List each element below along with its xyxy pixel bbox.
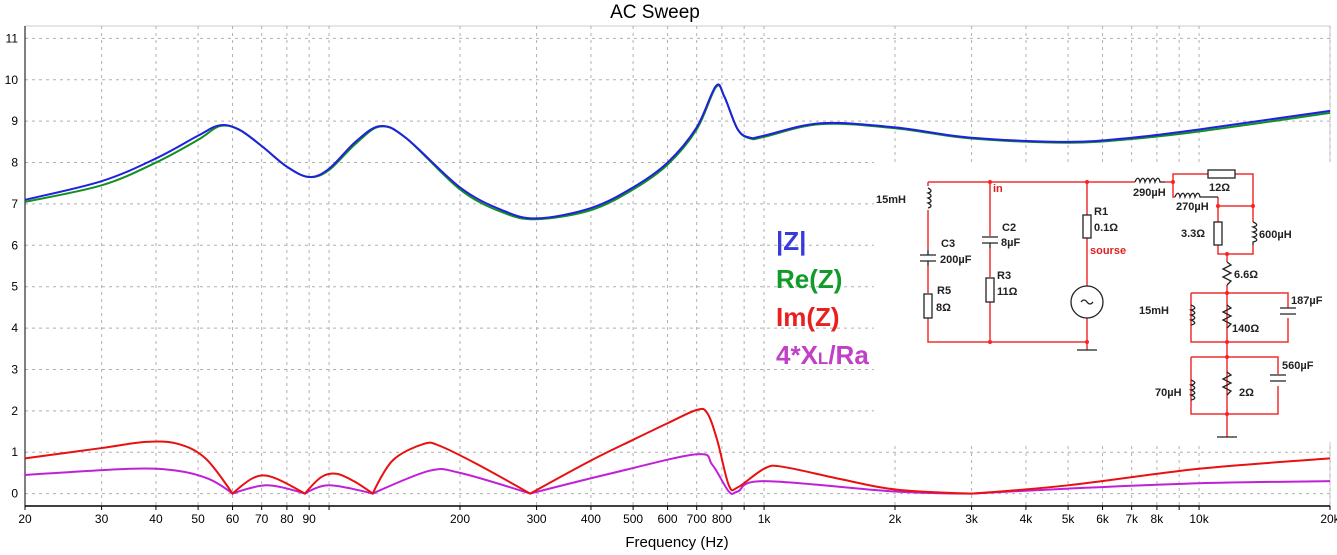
label-r12: 12Ω	[1209, 182, 1230, 194]
y-tick-label: 7	[11, 197, 18, 211]
y-tick-label: 9	[11, 114, 18, 128]
x-axis-label: Frequency (Hz)	[625, 534, 728, 550]
x-tick-label: 400	[581, 512, 601, 526]
legend-item-imz: Im(Z)	[776, 302, 840, 332]
legend-item-rez: Re(Z)	[776, 264, 842, 294]
x-tick-label: 50	[191, 512, 205, 526]
x-tick-label: 20	[18, 512, 32, 526]
y-tick-label: 8	[11, 156, 18, 170]
circuit-schematic: 15mH C3 200µF R5 8Ω in C2 8µF R3 11Ω R1 …	[874, 162, 1337, 442]
x-tick-label: 60	[226, 512, 240, 526]
x-tick-label: 90	[302, 512, 316, 526]
label-c187: 187µF	[1291, 295, 1323, 307]
label-c560: 560µF	[1282, 360, 1314, 372]
x-tick-label: 40	[149, 512, 163, 526]
label-source: sourse	[1090, 245, 1126, 257]
label-r3: R3	[997, 270, 1011, 282]
x-tick-label: 6k	[1096, 512, 1110, 526]
x-tick-label: 7k	[1125, 512, 1139, 526]
label-l70: 70µH	[1155, 387, 1182, 399]
label-r3-value: 11Ω	[997, 286, 1018, 298]
label-r1-value: 0.1Ω	[1094, 222, 1118, 234]
y-tick-label: 11	[6, 31, 19, 45]
y-tick-label: 0	[11, 487, 18, 501]
label-r2: 2Ω	[1239, 387, 1254, 399]
label-r66: 6.6Ω	[1234, 269, 1258, 281]
series-line-im-z	[24, 407, 1331, 496]
series-line-4-xl-ra	[24, 453, 1331, 495]
x-tick-label: 20k	[1320, 512, 1337, 526]
x-tick-label: 5k	[1062, 512, 1076, 526]
y-tick-label: 10	[5, 73, 19, 87]
label-l290: 290µH	[1133, 187, 1166, 199]
y-tick-label: 3	[11, 362, 18, 376]
x-tick-label: 800	[712, 512, 732, 526]
label-r140: 140Ω	[1232, 323, 1259, 335]
label-r1: R1	[1094, 206, 1108, 218]
x-tick-label: 200	[450, 512, 470, 526]
legend-item-absz: |Z|	[776, 226, 806, 256]
series-line-z	[24, 83, 1331, 220]
y-tick-label: 1	[11, 445, 18, 459]
label-l15: 15mH	[1139, 305, 1169, 317]
x-tick-label: 3k	[965, 512, 979, 526]
x-tick-label: 8k	[1151, 512, 1165, 526]
label-r5: R5	[937, 285, 951, 297]
axes: 20 30 40 50 60 70 80 90 200 300 400 500 600 700 800 1k 2…	[5, 26, 1337, 526]
x-tick-label: 2k	[889, 512, 903, 526]
label-c3-value: 200µF	[940, 254, 972, 266]
x-tick-label: 30	[95, 512, 109, 526]
label-l600: 600µH	[1259, 229, 1292, 241]
legend-item-xl-ratio: 4*XL/Ra	[776, 340, 869, 370]
y-tick-label: 6	[11, 238, 18, 252]
label-l270: 270µH	[1176, 201, 1209, 213]
x-tick-label: 1k	[758, 512, 772, 526]
y-tick-label: 4	[11, 321, 18, 335]
x-tick-label: 700	[687, 512, 707, 526]
x-tick-label: 4k	[1020, 512, 1034, 526]
series-group	[24, 83, 1331, 496]
x-tick-label: 70	[255, 512, 269, 526]
y-tick-label: 5	[11, 280, 18, 294]
x-tick-label: 10k	[1189, 512, 1209, 526]
chart-title: AC Sweep	[610, 2, 700, 23]
label-in: in	[993, 183, 1003, 195]
y-tick-label: 2	[11, 404, 18, 418]
x-tick-label: 600	[658, 512, 678, 526]
label-c2: C2	[1002, 222, 1016, 234]
label-c3: C3	[941, 238, 955, 250]
x-tick-label: 300	[527, 512, 547, 526]
x-tick-label: 80	[280, 512, 294, 526]
x-tick-label: 500	[623, 512, 643, 526]
label-r33: 3.3Ω	[1181, 228, 1205, 240]
label-l1: 15mH	[876, 194, 906, 206]
legend: |Z| Re(Z) Im(Z) 4*XL/Ra	[776, 226, 869, 370]
label-r5-value: 8Ω	[936, 302, 951, 314]
label-c2-value: 8µF	[1001, 237, 1020, 249]
